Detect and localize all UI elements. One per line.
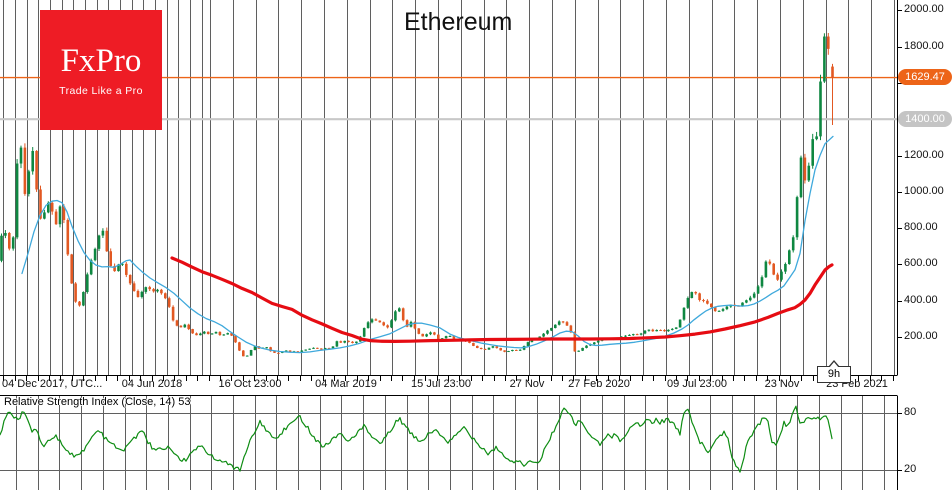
ma-slow-line	[170, 256, 834, 343]
price-tick-label: 2000.00	[904, 3, 944, 16]
rsi-tick-label: 20	[904, 463, 917, 475]
price-tick-label: 1200.00	[904, 148, 944, 161]
rsi-tick-label: 80	[904, 406, 917, 418]
rsi-line	[0, 405, 833, 473]
price-tick-label: 1800.00	[904, 39, 944, 52]
callout-arrow-icon	[828, 360, 840, 368]
fxpro-logo: FxPro Trade Like a Pro	[40, 10, 162, 130]
time-tick-label: 15 Jul 23:00	[411, 378, 471, 390]
price-tick-label: 600.00	[904, 257, 938, 270]
time-tick-label: 23 Nov	[764, 378, 800, 390]
rsi-indicator-label: Relative Strength Index (Close, 14) 53	[4, 396, 191, 408]
reference-price-label: 1400.00	[898, 111, 952, 127]
candlesticks	[0, 32, 834, 357]
chart-title: Ethereum	[404, 8, 513, 36]
fxpro-logo-tagline: Trade Like a Pro	[59, 84, 143, 97]
candle-countdown: 9h	[817, 360, 851, 383]
current-price-label: 1629.47	[898, 69, 952, 85]
price-tick-label: 200.00	[904, 330, 938, 342]
axes	[0, 0, 902, 490]
price-tick-label: 800.00	[904, 221, 938, 234]
time-tick-label: 16 Oct 23:00	[218, 378, 282, 390]
time-tick-label: 04 Dec 2017, UTC...	[2, 378, 103, 390]
time-tick-label: 27 Feb 2020	[568, 378, 630, 390]
time-tick-label: 09 Jul 23:00	[667, 378, 727, 390]
fxpro-logo-wordmark: FxPro	[60, 42, 142, 79]
time-tick-label: 04 Mar 2019	[315, 378, 377, 390]
price-tick-label: 400.00	[904, 293, 938, 306]
time-tick-label: 04 Jun 2018	[121, 378, 183, 390]
time-tick-label: 27 Nov	[509, 378, 545, 390]
ma-fast-line	[21, 135, 834, 354]
price-tick-label: 1000.00	[904, 184, 944, 197]
candle-countdown-text: 9h	[827, 368, 841, 380]
